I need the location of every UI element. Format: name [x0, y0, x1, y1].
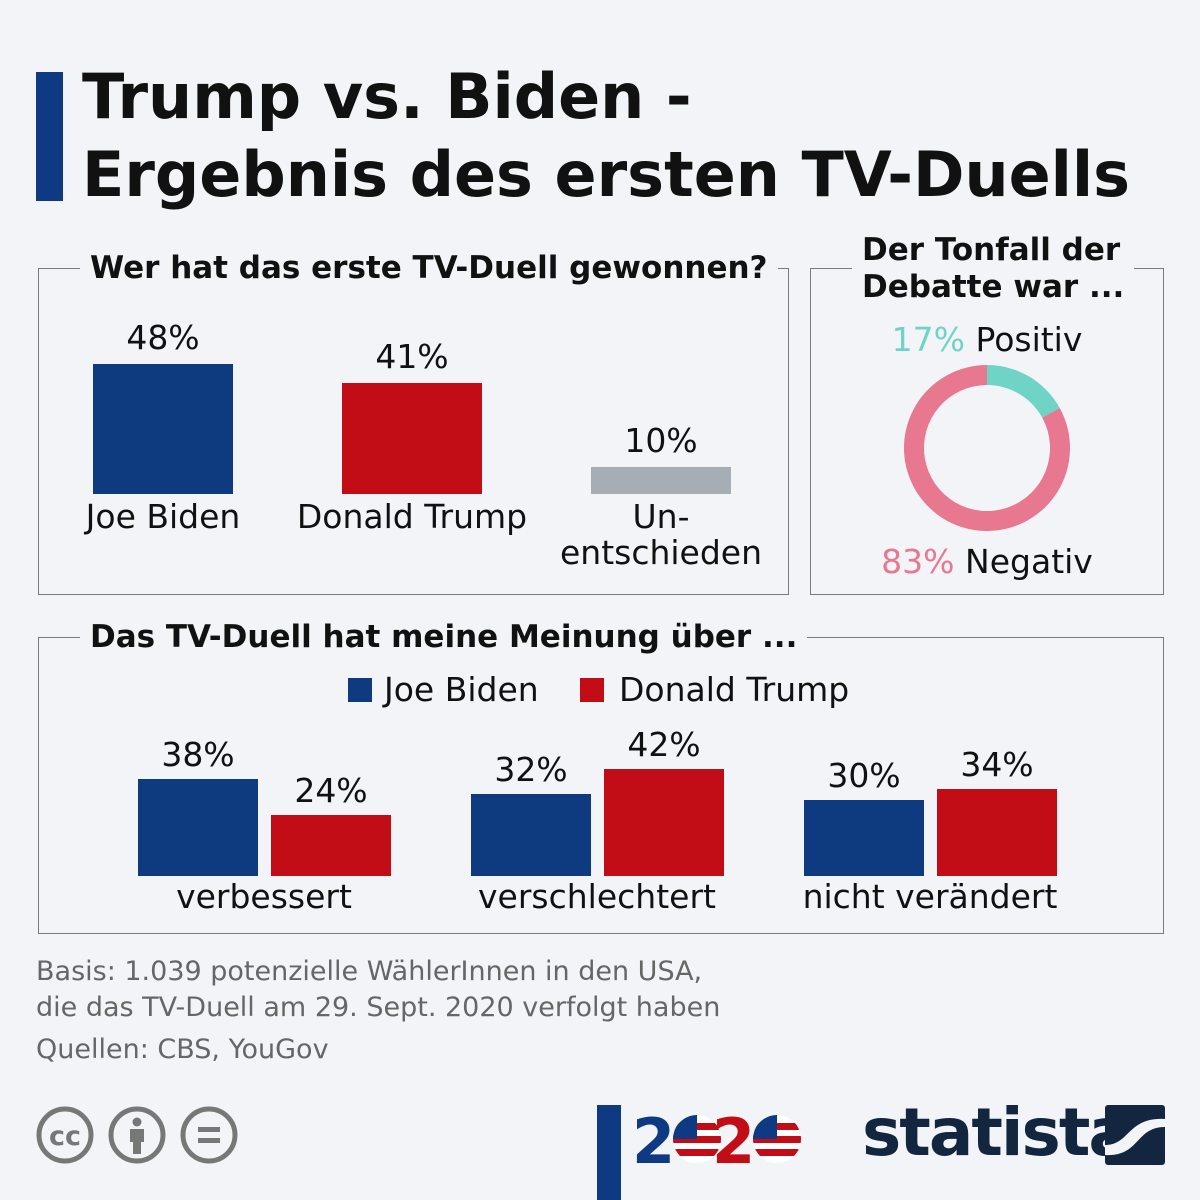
- svg-text:cc: cc: [49, 1121, 81, 1152]
- positive-label: 17% Positiv: [891, 320, 1083, 359]
- bar-value-label: 10%: [624, 420, 698, 460]
- bar-biden: [138, 779, 258, 876]
- category-label: nicht verändert: [802, 877, 1058, 916]
- title-line-2: Ergebnis des ersten TV-Duells: [82, 138, 1131, 211]
- legend-trump: Donald Trump: [619, 670, 850, 709]
- bar-2: [591, 466, 731, 494]
- bar-trump: [937, 789, 1057, 876]
- negative-name: Negativ: [965, 542, 1093, 581]
- bar-value-label: 34%: [960, 745, 1034, 785]
- bar-biden: [804, 799, 924, 876]
- bar-value-label: 30%: [827, 755, 901, 795]
- basis-line-2: die das TV-Duell am 29. Sept. 2020 verfo…: [36, 992, 721, 1023]
- svg-text:2: 2: [632, 1105, 675, 1175]
- bar-value-label: 38%: [161, 735, 235, 775]
- bar-value-label: 24%: [294, 770, 368, 810]
- legend-swatch-trump: [580, 678, 604, 702]
- license-icons: cc: [36, 1106, 238, 1164]
- sources: Quellen: CBS, YouGov: [36, 1034, 329, 1065]
- bar-1: [342, 382, 482, 494]
- bar-value-label: 48%: [126, 317, 200, 357]
- attribution-icon[interactable]: [108, 1106, 166, 1164]
- bar-trump: [271, 814, 391, 876]
- legend-biden: Joe Biden: [384, 670, 539, 709]
- no-derivatives-icon[interactable]: [180, 1106, 238, 1164]
- election-logo-bar: [597, 1105, 621, 1200]
- bar-value-label: 32%: [494, 750, 568, 790]
- positive-value: 17%: [891, 320, 965, 359]
- bar-value-label: 41%: [375, 336, 449, 376]
- positive-name: Positiv: [975, 320, 1083, 359]
- category-label: verschlechtert: [478, 877, 716, 916]
- tone-chart-title: Der Tonfall der Debatte war ...: [852, 232, 1135, 306]
- tone-donut: [904, 365, 1070, 531]
- statista-logo: statista: [862, 1094, 1133, 1171]
- winner-chart-title: Wer hat das erste TV-Duell gewonnen?: [80, 250, 778, 287]
- election-2020-logo: 2 2: [632, 1105, 801, 1175]
- tone-title-line-2: Debatte war ...: [862, 268, 1125, 305]
- category-label: Donald Trump: [296, 497, 528, 536]
- bar-0: [93, 363, 233, 494]
- bar-biden: [471, 794, 591, 876]
- title-line-1: Trump vs. Biden -: [82, 60, 692, 133]
- accent-bar: [36, 72, 63, 201]
- category-label: Un- entschieden: [559, 497, 763, 573]
- legend-swatch-biden: [348, 678, 372, 702]
- cc-icon[interactable]: cc: [36, 1106, 94, 1164]
- category-label: Joe Biden: [85, 497, 241, 536]
- category-label: verbessert: [176, 877, 352, 916]
- donut-slice-positiv: [987, 365, 1060, 418]
- bar-trump: [604, 768, 724, 876]
- negative-value: 83%: [881, 542, 955, 581]
- tone-title-line-1: Der Tonfall der: [862, 232, 1121, 268]
- svg-text:2: 2: [712, 1105, 755, 1175]
- basis-line-1: Basis: 1.039 potenzielle WählerInnen in …: [36, 956, 703, 987]
- statista-logo-icon: [1105, 1105, 1165, 1165]
- bar-value-label: 42%: [627, 724, 701, 764]
- opinion-chart-title: Das TV-Duell hat meine Meinung über ...: [80, 619, 808, 656]
- negative-label: 83% Negativ: [881, 542, 1093, 581]
